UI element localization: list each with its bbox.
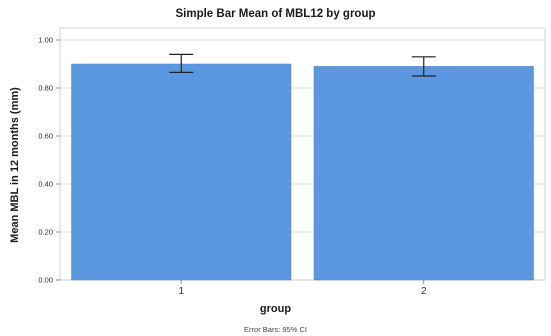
y-tick-label: 0.60 (38, 132, 53, 141)
x-tick-label: 1 (178, 286, 184, 297)
bar (71, 63, 292, 281)
x-axis-label: group (259, 303, 292, 315)
y-tick-label: 0.40 (38, 180, 53, 189)
error-bars-footnote: Error Bars: 95% CI (244, 325, 307, 334)
chart-title: Simple Bar Mean of MBL12 by group (175, 8, 376, 20)
y-tick-label: 0.00 (38, 276, 53, 285)
y-tick-label: 0.20 (38, 228, 53, 237)
x-tick-label: 2 (421, 286, 427, 297)
y-tick-label: 1.00 (38, 36, 53, 45)
y-tick-label: 0.80 (38, 84, 53, 93)
bar (313, 66, 534, 281)
plot-frame (59, 27, 546, 281)
